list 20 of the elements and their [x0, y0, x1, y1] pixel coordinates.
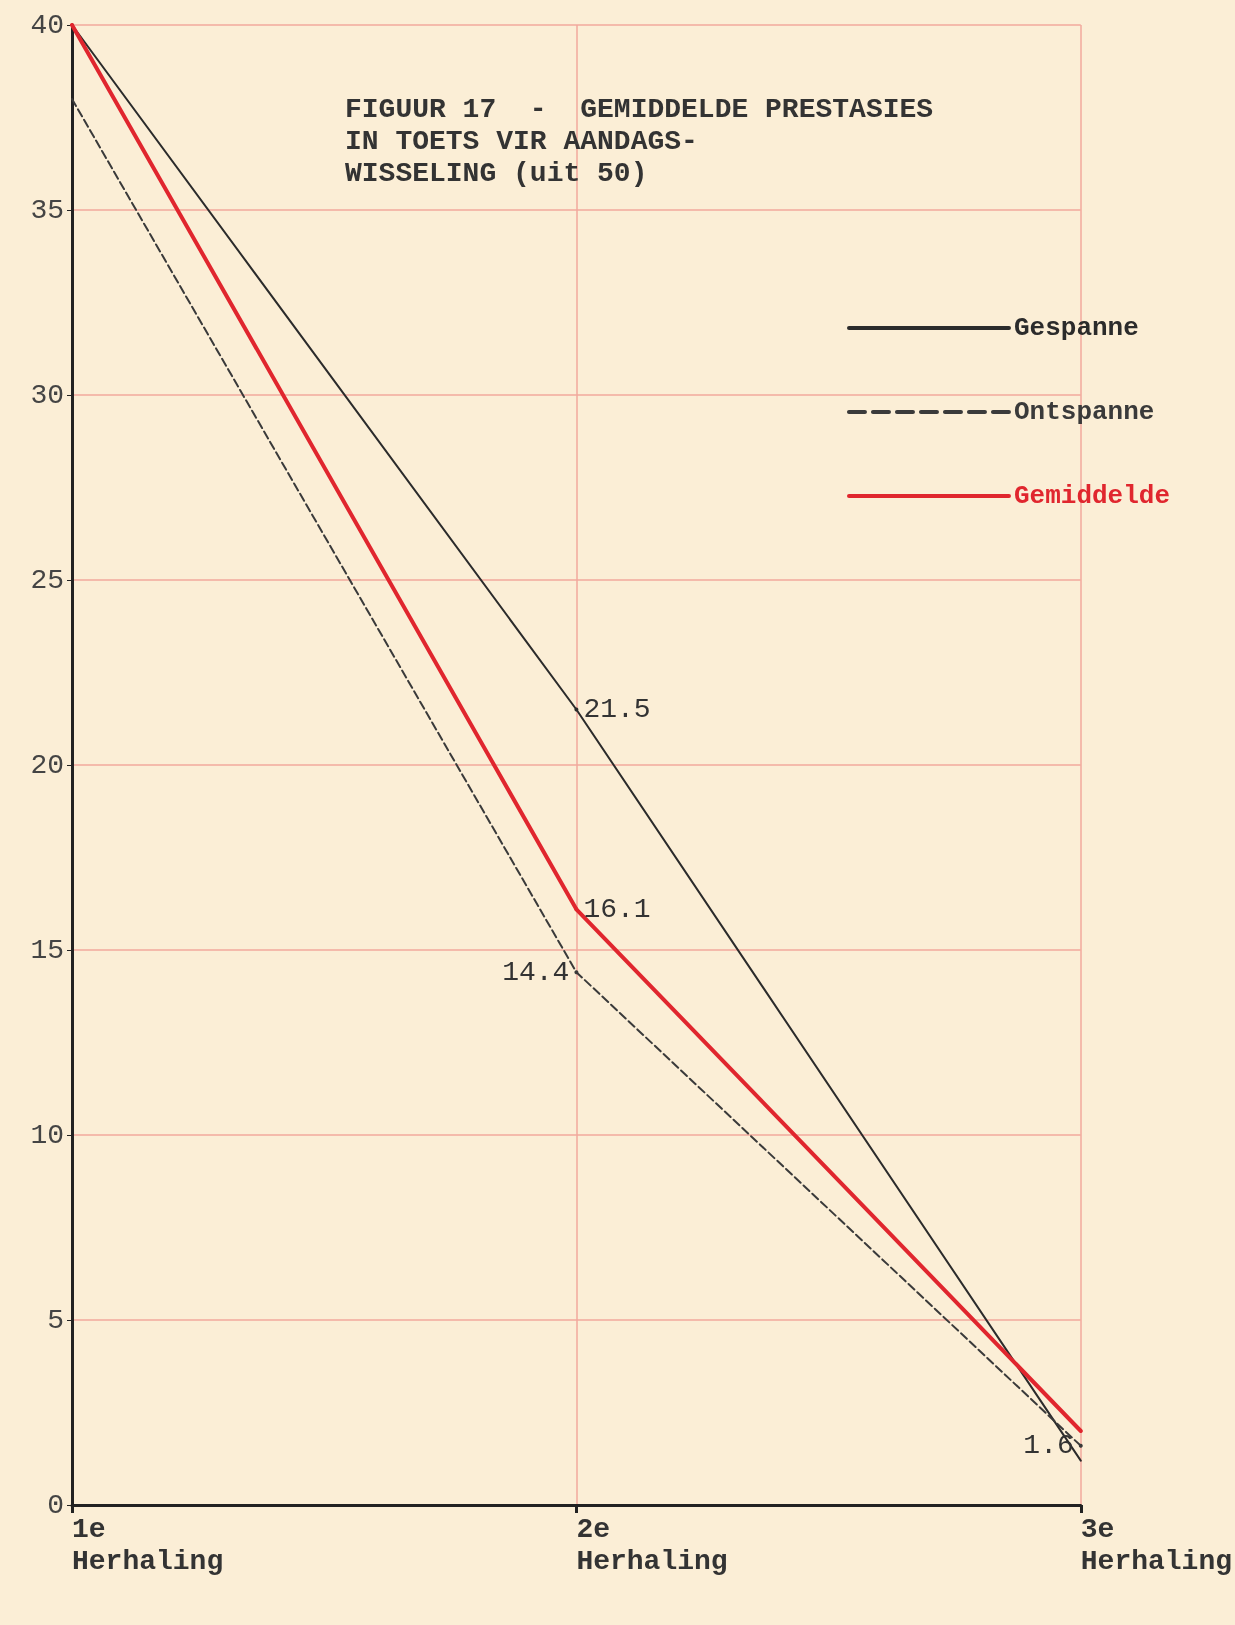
y-tick-label: 20	[30, 749, 64, 781]
text: Ontspanne	[1013, 397, 1155, 427]
data-label: 21.5	[583, 694, 651, 725]
x-tick-label: 1e Herhaling	[72, 1513, 224, 1577]
y-tick-label: 15	[30, 934, 64, 966]
text: Gemiddelde	[1013, 481, 1171, 511]
data-label: 16.1	[583, 893, 651, 925]
y-tick-label: 30	[30, 379, 64, 411]
y-tick-label: 25	[30, 564, 64, 596]
y-tick-label: 5	[47, 1304, 64, 1336]
y-tick-label: 10	[30, 1119, 64, 1151]
x-tick-label: 2e Herhaling	[576, 1513, 728, 1577]
text: FIGUUR 17 - GEMIDDELDE PRESTASIES IN TOETS VIR AANDAGS- WISSELING (uit 50)	[345, 93, 934, 189]
y-tick-label: 0	[47, 1489, 64, 1521]
text: Gespanne	[1013, 313, 1139, 343]
data-label: 1.6	[1023, 1430, 1074, 1462]
data-label: 14.4	[502, 956, 570, 988]
y-tick-label: 40	[30, 9, 64, 41]
x-tick-label: 3e Herhaling	[1080, 1513, 1233, 1577]
y-tick-label: 35	[30, 194, 64, 226]
